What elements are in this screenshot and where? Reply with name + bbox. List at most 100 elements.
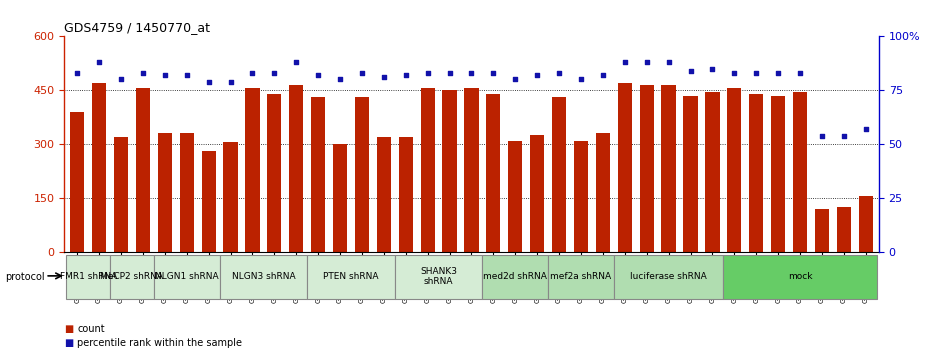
Bar: [223, 143, 237, 252]
Point: [267, 70, 282, 76]
Bar: [333, 144, 348, 252]
Bar: [443, 90, 457, 252]
Point: [574, 77, 589, 82]
Point: [70, 70, 85, 76]
Bar: [268, 94, 282, 252]
Point: [727, 70, 742, 76]
Point: [333, 77, 348, 82]
Point: [398, 72, 414, 78]
Point: [463, 70, 479, 76]
Text: ■: ■: [64, 323, 73, 334]
Text: med2d shRNA: med2d shRNA: [483, 272, 547, 281]
Bar: [574, 141, 588, 252]
Point: [815, 133, 830, 139]
Point: [420, 70, 435, 76]
Bar: [245, 89, 260, 252]
Bar: [815, 209, 829, 252]
Bar: [311, 98, 325, 252]
Point: [683, 68, 698, 74]
Bar: [420, 89, 435, 252]
Text: NLGN3 shRNA: NLGN3 shRNA: [232, 272, 295, 281]
Point: [836, 133, 852, 139]
Bar: [289, 85, 303, 252]
Point: [552, 70, 567, 76]
Bar: [836, 207, 851, 252]
FancyBboxPatch shape: [723, 255, 877, 298]
Point: [792, 70, 807, 76]
Text: NLGN1 shRNA: NLGN1 shRNA: [154, 272, 219, 281]
FancyBboxPatch shape: [482, 255, 548, 298]
Bar: [464, 89, 479, 252]
Bar: [157, 134, 172, 252]
Point: [595, 72, 610, 78]
Point: [858, 126, 873, 132]
Text: protocol: protocol: [5, 272, 44, 282]
Point: [288, 59, 303, 65]
Text: MeCP2 shRNA: MeCP2 shRNA: [101, 272, 164, 281]
Bar: [771, 96, 786, 252]
Text: luciferase shRNA: luciferase shRNA: [630, 272, 707, 281]
Point: [157, 72, 172, 78]
FancyBboxPatch shape: [219, 255, 307, 298]
Bar: [793, 92, 807, 252]
Bar: [683, 96, 698, 252]
Bar: [595, 134, 610, 252]
Text: GDS4759 / 1450770_at: GDS4759 / 1450770_at: [64, 21, 210, 34]
Text: FMR1 shRNA: FMR1 shRNA: [59, 272, 117, 281]
Point: [201, 79, 216, 85]
Bar: [355, 98, 369, 252]
FancyBboxPatch shape: [154, 255, 219, 298]
FancyBboxPatch shape: [395, 255, 482, 298]
Point: [749, 70, 764, 76]
Bar: [749, 94, 763, 252]
Point: [311, 72, 326, 78]
Bar: [114, 137, 128, 252]
Bar: [180, 134, 194, 252]
Point: [771, 70, 786, 76]
Text: ■: ■: [64, 338, 73, 348]
Bar: [706, 92, 720, 252]
Point: [508, 77, 523, 82]
Point: [354, 70, 369, 76]
Point: [245, 70, 260, 76]
Text: mef2a shRNA: mef2a shRNA: [550, 272, 611, 281]
Point: [91, 59, 106, 65]
Bar: [508, 141, 523, 252]
Bar: [530, 135, 544, 252]
Text: count: count: [77, 323, 105, 334]
Point: [661, 59, 676, 65]
Bar: [202, 151, 216, 252]
Point: [376, 74, 391, 80]
FancyBboxPatch shape: [66, 255, 110, 298]
Bar: [640, 85, 654, 252]
Point: [617, 59, 632, 65]
Bar: [136, 89, 150, 252]
Bar: [486, 94, 500, 252]
Point: [640, 59, 655, 65]
Point: [486, 70, 501, 76]
Text: mock: mock: [788, 272, 812, 281]
FancyBboxPatch shape: [307, 255, 395, 298]
Point: [113, 77, 128, 82]
Bar: [858, 196, 873, 252]
Text: PTEN shRNA: PTEN shRNA: [323, 272, 379, 281]
Bar: [618, 83, 632, 252]
Text: percentile rank within the sample: percentile rank within the sample: [77, 338, 242, 348]
Bar: [552, 98, 566, 252]
Bar: [398, 137, 413, 252]
Bar: [92, 83, 106, 252]
FancyBboxPatch shape: [110, 255, 154, 298]
Text: SHANK3
shRNA: SHANK3 shRNA: [420, 267, 457, 286]
Point: [136, 70, 151, 76]
Bar: [661, 85, 675, 252]
FancyBboxPatch shape: [614, 255, 723, 298]
Bar: [70, 112, 85, 252]
FancyBboxPatch shape: [548, 255, 614, 298]
Point: [223, 79, 238, 85]
Point: [442, 70, 457, 76]
Point: [179, 72, 194, 78]
Point: [705, 66, 720, 72]
Bar: [727, 89, 741, 252]
Bar: [377, 137, 391, 252]
Point: [529, 72, 544, 78]
